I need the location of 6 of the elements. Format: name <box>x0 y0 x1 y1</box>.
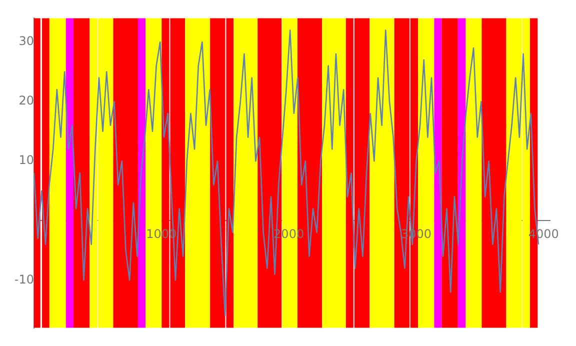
y-tick-label: 20 <box>18 94 34 108</box>
y-tick-label: 30 <box>18 34 34 48</box>
y-tick-label: 10 <box>18 153 34 168</box>
x-tick-label: 3000 <box>400 226 432 241</box>
y-tick-label: -10 <box>14 272 34 286</box>
x-tick-label: 1000 <box>146 226 177 241</box>
